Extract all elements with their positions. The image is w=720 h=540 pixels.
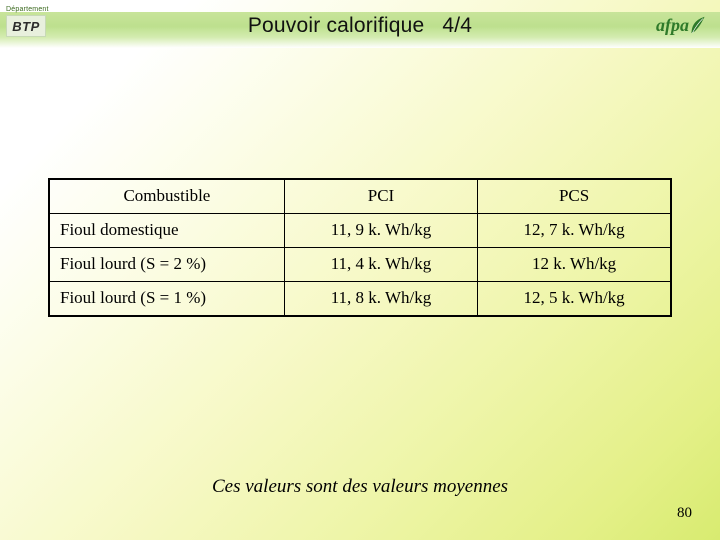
col-combustible: Combustible (49, 179, 284, 214)
logo-left-smalltext: Département (6, 6, 62, 13)
cell-pcs: 12 k. Wh/kg (478, 248, 671, 282)
footnote: Ces valeurs sont des valeurs moyennes (0, 476, 720, 498)
page-number: 80 (677, 505, 692, 522)
cell-label: Fioul lourd (S = 1 %) (49, 282, 284, 317)
cell-pci: 11, 8 k. Wh/kg (284, 282, 477, 317)
col-pci: PCI (284, 179, 477, 214)
calorific-table: Combustible PCI PCS Fioul domestique 11,… (48, 178, 672, 317)
title-main: Pouvoir calorifique (248, 14, 425, 37)
title-counter: 4/4 (442, 14, 472, 37)
cell-pci: 11, 9 k. Wh/kg (284, 214, 477, 248)
cell-pcs: 12, 7 k. Wh/kg (478, 214, 671, 248)
table-header-row: Combustible PCI PCS (49, 179, 671, 214)
cell-label: Fioul lourd (S = 2 %) (49, 248, 284, 282)
table-row: Fioul lourd (S = 1 %) 11, 8 k. Wh/kg 12,… (49, 282, 671, 317)
table-container: Combustible PCI PCS Fioul domestique 11,… (48, 178, 672, 317)
slide-title: Pouvoir calorifique 4/4 (0, 14, 720, 38)
table-row: Fioul domestique 11, 9 k. Wh/kg 12, 7 k.… (49, 214, 671, 248)
cell-label: Fioul domestique (49, 214, 284, 248)
table-row: Fioul lourd (S = 2 %) 11, 4 k. Wh/kg 12 … (49, 248, 671, 282)
cell-pci: 11, 4 k. Wh/kg (284, 248, 477, 282)
col-pcs: PCS (478, 179, 671, 214)
cell-pcs: 12, 5 k. Wh/kg (478, 282, 671, 317)
